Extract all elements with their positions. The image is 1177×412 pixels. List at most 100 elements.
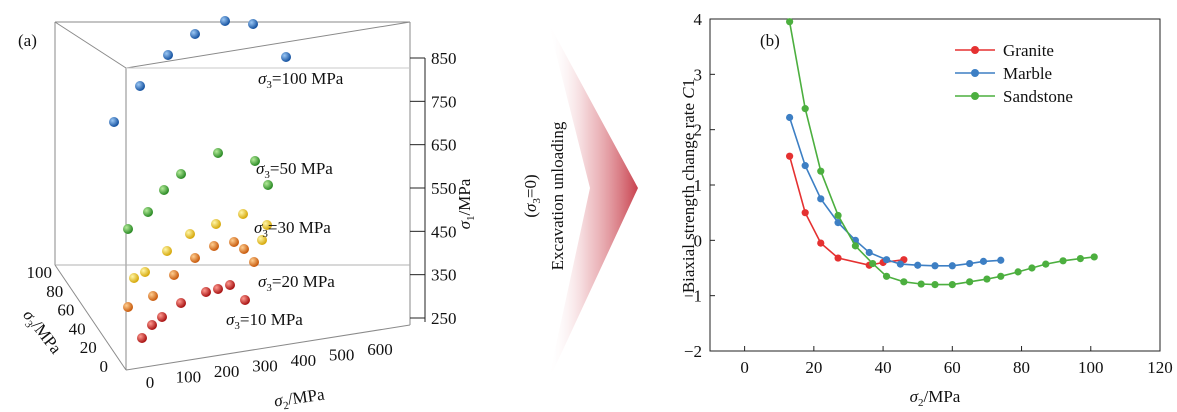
point-sandstone <box>1014 268 1022 276</box>
b-x-tick-label: 0 <box>740 358 749 377</box>
b-x-tick-label: 60 <box>944 358 961 377</box>
b-y-tick-label: 4 <box>694 10 703 29</box>
series-line-sandstone <box>788 21 1095 286</box>
point-sandstone <box>801 105 809 113</box>
point-granite <box>817 239 825 247</box>
y-tick-label: 60 <box>57 301 74 320</box>
b-x-tick-label: 120 <box>1147 358 1173 377</box>
point-s30 <box>185 229 195 239</box>
point-marble <box>896 260 904 268</box>
label-sigma3-10: σ3=10 MPa <box>226 310 303 332</box>
legend-label-sandstone: Sandstone <box>1003 87 1073 106</box>
z-tick-label: 450 <box>431 222 457 241</box>
arrow-process-text: Excavation unloading <box>548 121 567 270</box>
plot-frame <box>709 18 1161 352</box>
point-marble <box>786 113 794 122</box>
arrow-shape <box>548 22 638 382</box>
point-sandstone <box>786 18 794 26</box>
y-tick-label: 80 <box>46 282 63 301</box>
point-marble <box>948 262 956 270</box>
x-axis-label: σ2/MPa <box>273 385 327 412</box>
label-sigma3-100: σ3=100 MPa <box>258 69 344 91</box>
point-sandstone <box>948 281 956 289</box>
b-y-tick-label: −1 <box>684 287 702 306</box>
point-marble <box>966 259 974 268</box>
z-tick-label: 850 <box>431 49 457 68</box>
z-tick-label: 550 <box>431 179 457 198</box>
y-tick-label: 0 <box>100 357 109 376</box>
y-tick-label: 40 <box>69 319 86 338</box>
x-tick-label: 500 <box>329 346 355 365</box>
panel-b-line-chart: (b) 0 20 40 60 80 100 120 −2 −1 0 1 2 3 4 Granite Marb… <box>679 10 1173 409</box>
legend-label-marble: Marble <box>1003 64 1052 83</box>
point-s100 <box>109 117 119 127</box>
point-sandstone <box>1028 264 1036 272</box>
point-sandstone <box>869 259 877 268</box>
z-axis: 250 350 450 550 650 750 850 σ1/MPa <box>410 49 477 328</box>
point-s100 <box>248 19 258 29</box>
point-s50 <box>250 156 260 166</box>
x-axis: 0 100 200 300 400 500 600 σ2/MPa <box>146 340 393 412</box>
point-marble <box>801 162 809 170</box>
point-s10 <box>157 312 167 322</box>
point-s100 <box>135 81 145 91</box>
point-sandstone <box>817 167 825 175</box>
point-s50 <box>213 148 223 158</box>
point-s10 <box>176 298 186 308</box>
point-sandstone <box>983 275 991 283</box>
point-s10 <box>201 287 211 297</box>
label-sigma3-30: σ3=30 MPa <box>254 218 331 240</box>
point-s20 <box>239 244 249 254</box>
point-s30 <box>140 267 150 277</box>
point-marble <box>865 248 873 257</box>
point-marble <box>914 261 922 269</box>
point-sandstone <box>997 272 1005 280</box>
point-granite <box>801 209 809 217</box>
point-s20 <box>229 237 239 247</box>
panel-b-label: (b) <box>760 31 780 50</box>
x-tick-label: 100 <box>176 368 202 387</box>
y-tick-label: 100 <box>27 263 53 282</box>
point-marble <box>979 257 988 265</box>
point-s10 <box>213 284 223 294</box>
point-s50 <box>176 169 186 179</box>
b-x-tick-label: 20 <box>805 358 822 377</box>
point-s100 <box>281 52 291 62</box>
point-sandstone <box>1042 260 1050 268</box>
point-sandstone <box>851 242 859 250</box>
b-y-tick-label: −2 <box>684 342 702 361</box>
legend-marker-marble <box>971 69 979 77</box>
x-tick-label: 0 <box>146 373 155 392</box>
point-s50 <box>159 185 169 195</box>
point-marble <box>834 219 842 227</box>
legend: Granite Marble Sandstone <box>955 41 1073 106</box>
b-x-tick-label: 80 <box>1013 358 1030 377</box>
point-sandstone <box>1059 257 1067 265</box>
point-sandstone <box>931 281 939 289</box>
arrow-condition-text: (σ3=0) <box>521 174 543 217</box>
legend-marker-sandstone <box>971 92 979 100</box>
point-marble <box>931 262 939 270</box>
b-y-tick-label: 0 <box>694 231 703 250</box>
point-s10 <box>137 333 147 343</box>
z-tick-label: 350 <box>431 266 457 285</box>
b-y-axis-label: Biaxial strength change rate C1 <box>679 79 698 293</box>
z-tick-label: 250 <box>431 309 457 328</box>
legend-label-granite: Granite <box>1003 41 1054 60</box>
point-s30 <box>211 219 221 229</box>
z-axis-label: σ1/MPa <box>455 178 477 229</box>
b-x-axis-label: σ2/MPa <box>910 387 961 409</box>
scatter-points <box>109 16 291 343</box>
box-frame <box>54 21 411 371</box>
b-y-tick-label: 2 <box>694 121 703 140</box>
panel-a-label: (a) <box>18 31 37 50</box>
point-sandstone <box>834 211 842 220</box>
z-tick-label: 750 <box>431 92 457 111</box>
point-s100 <box>220 16 230 26</box>
point-s100 <box>163 50 173 60</box>
point-sandstone <box>1076 254 1084 263</box>
x-tick-label: 400 <box>291 351 317 370</box>
point-s30 <box>162 246 172 256</box>
